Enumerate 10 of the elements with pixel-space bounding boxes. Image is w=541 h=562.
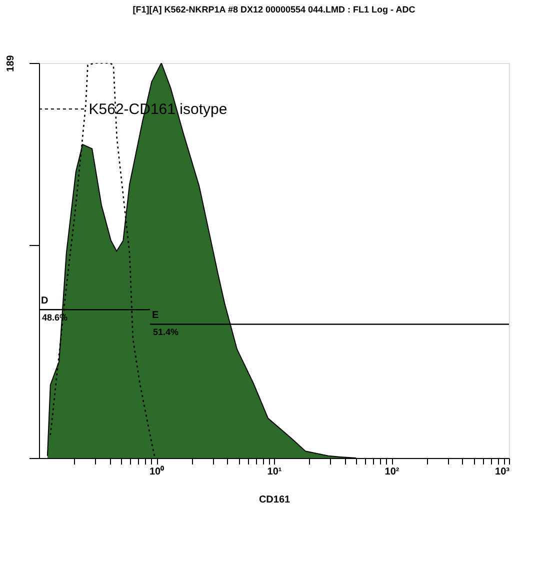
series-label: E	[152, 310, 159, 322]
annotation: 51.4%	[152, 327, 179, 338]
x-tick-label: 10³	[495, 466, 510, 478]
chart-title: [F1][A] K562-NKRP1A #8 DX12 00000554 044.LMD : FL1 Log - ADC	[132, 4, 416, 15]
series-label: D	[41, 296, 48, 307]
y-tick-label: 189	[6, 54, 16, 72]
x-axis-title: CD161	[258, 494, 290, 506]
x-tick-label: 10⁰	[149, 466, 165, 478]
x-tick-label: 10¹	[267, 466, 282, 478]
x-tick-label: 10²	[384, 466, 400, 478]
